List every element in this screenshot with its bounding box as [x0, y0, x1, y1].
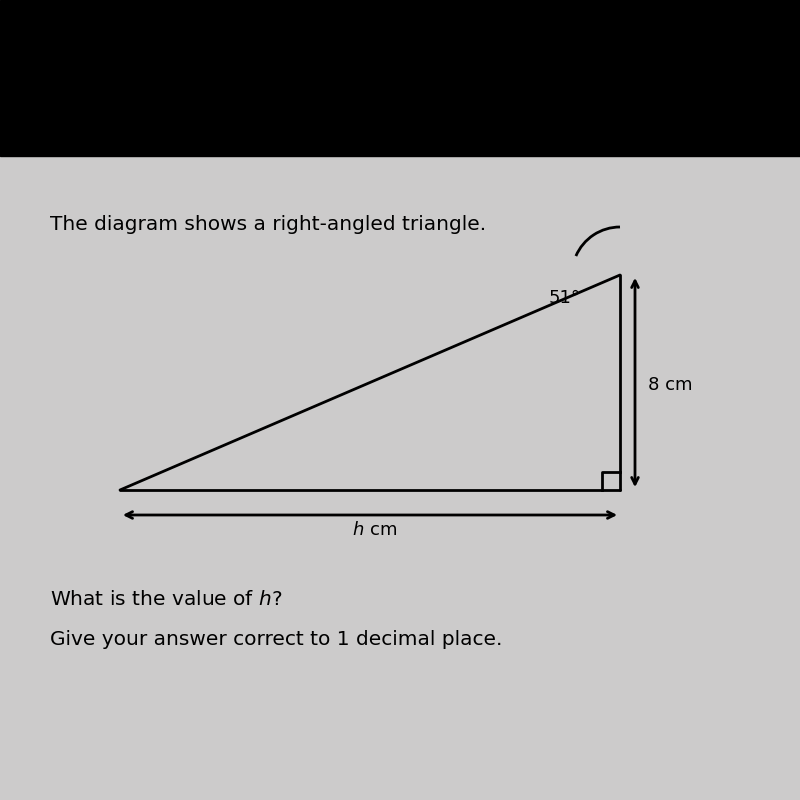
Bar — [0, 0, 800, 156]
Text: What is the value of $h$?: What is the value of $h$? — [50, 590, 282, 609]
Text: 8 cm: 8 cm — [648, 376, 693, 394]
Text: Give your answer correct to 1 decimal place.: Give your answer correct to 1 decimal pl… — [50, 630, 502, 649]
Text: The diagram shows a right-angled triangle.: The diagram shows a right-angled triangl… — [50, 215, 486, 234]
Text: $h$ cm: $h$ cm — [353, 521, 398, 539]
Text: 51°: 51° — [549, 289, 581, 307]
